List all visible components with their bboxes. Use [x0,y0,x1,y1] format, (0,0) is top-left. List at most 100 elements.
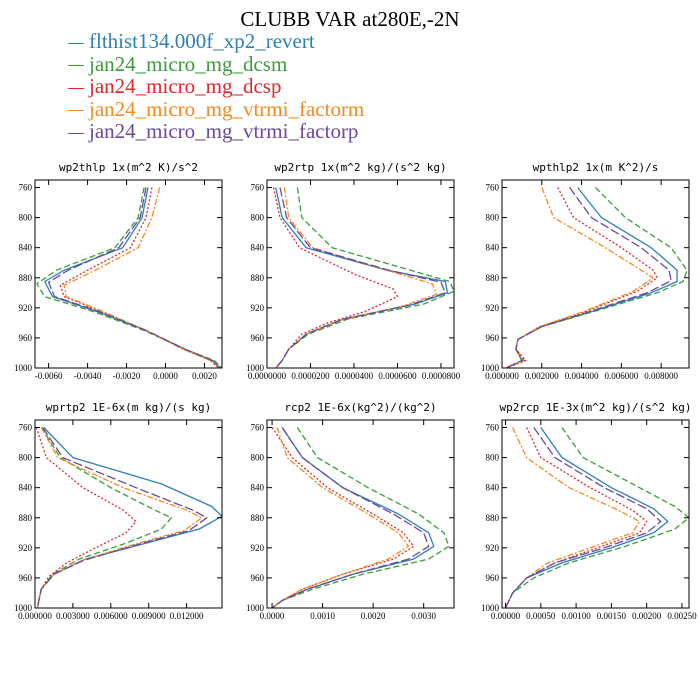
y-tick-label: 840 [19,483,33,493]
panel-title: wp2thlp 1x(m^2 K)/s^2 [59,161,198,174]
figure-title: CLUBB VAR at280E,-2N [240,7,460,31]
y-tick-label: 880 [19,273,33,283]
y-tick-label: 760 [486,183,500,193]
legend-label: flthist134.000f_xp2_revert [89,29,315,53]
y-tick-label: 880 [19,513,33,523]
y-tick-label: 760 [19,423,33,433]
panel-2: wp2rtp 1x(m^2 kg)/(s^2 kg) 760 800 840 880 92… [246,161,461,381]
y-tick-label: 840 [486,483,500,493]
x-tick-label: -0.0020 [113,371,141,381]
series-line-4 [504,427,641,608]
series-line-1 [44,187,221,368]
legend-swatch [68,87,84,89]
plot-frame [501,419,690,609]
series-line-5 [505,187,672,368]
series-line-2 [36,427,173,608]
y-tick-label: 760 [251,183,265,193]
y-tick-label: 920 [19,543,33,553]
series-line-2 [505,187,688,368]
series-line-1 [36,427,222,608]
y-tick-label: 960 [19,333,33,343]
y-tick-label: 840 [19,243,33,253]
panel-5: rcp2 1E-6x(kg^2)/(kg^2) 760 800 840 880 920 96… [246,401,455,621]
x-tick-label: 0.00100 [561,611,591,621]
y-tick-label: 1000 [481,363,500,373]
x-tick-label: 0.008000 [644,371,678,381]
series-line-5 [36,427,208,608]
x-tick-label: 0.0000000 [248,371,287,381]
panel-1: wp2thlp 1x(m^2 K)/s^2 760 800 840 880 920 960 1… [14,161,223,381]
series-line-5 [47,187,221,368]
series-line-5 [271,427,430,608]
series-line-3 [504,427,648,608]
legend-swatch [68,42,84,44]
series-line-2 [271,427,450,608]
x-tick-label: 0.00250 [667,611,697,621]
series-line-4 [275,187,438,368]
x-tick-label: 0.0000400 [335,371,374,381]
x-tick-label: 0.0030 [411,611,436,621]
x-tick-label: 0.000000 [485,371,519,381]
y-tick-label: 1000 [246,603,265,613]
y-tick-label: 960 [486,573,500,583]
series-line-2 [275,187,454,368]
legend: flthist134.000f_xp2_revert jan24_micro_m… [68,30,364,143]
series-line-3 [59,187,219,368]
x-tick-label: 0.006000 [604,371,638,381]
x-tick-label: 0.0000600 [378,371,417,381]
y-tick-label: 840 [251,243,265,253]
legend-label: jan24_micro_mg_dcsp [89,74,282,98]
x-tick-label: 0.00200 [632,611,662,621]
legend-item-vtrmi-factorp: jan24_micro_mg_vtrmi_factorp [68,120,364,143]
y-tick-label: 920 [251,543,265,553]
panel-3: wpthlp2 1x(m K^2)/s 760 800 840 880 920 960 100… [481,161,690,381]
y-tick-label: 880 [486,273,500,283]
y-tick-label: 800 [19,213,33,223]
series-line-2 [36,187,222,368]
legend-swatch [68,65,84,67]
plot-frame [266,419,455,609]
series-line-4 [505,187,654,368]
series-line-3 [505,187,658,368]
series-line-1 [504,427,669,608]
y-tick-label: 920 [486,303,500,313]
series-line-3 [271,427,415,608]
y-tick-label: 880 [486,513,500,523]
series-line-4 [36,427,203,608]
y-tick-label: 960 [251,333,265,343]
panel-title: wp2rcp 1E-3x(m^2 kg)/(s^2 kg) [499,401,691,414]
x-tick-label: 0.002000 [525,371,559,381]
y-tick-label: 800 [486,453,500,463]
x-tick-label: 0.00150 [597,611,627,621]
series-line-5 [275,187,446,368]
y-tick-label: 800 [251,453,265,463]
y-tick-label: 920 [19,303,33,313]
plot-frame [34,419,223,609]
x-tick-label: 0.00000 [491,611,521,621]
x-tick-label: 0.006000 [94,611,128,621]
panel-title: wpthlp2 1x(m K^2)/s [533,161,659,174]
series-line-3 [35,427,137,608]
series-line-3 [272,187,399,368]
y-tick-label: 1000 [481,603,500,613]
panel-title: wp2rtp 1x(m^2 kg)/(s^2 kg) [274,161,446,174]
series-line-5 [504,427,662,608]
x-tick-label: 0.00050 [526,611,556,621]
legend-item-dcsp: jan24_micro_mg_dcsp [68,75,364,98]
y-tick-label: 960 [251,573,265,583]
y-tick-label: 760 [486,423,500,433]
x-tick-label: 0.0000800 [422,371,461,381]
y-tick-label: 760 [251,423,265,433]
x-tick-label: 0.012000 [170,611,204,621]
series-line-4 [271,427,410,608]
series-line-2 [504,427,689,608]
x-tick-label: 0.0000200 [291,371,330,381]
y-tick-label: 880 [251,513,265,523]
y-tick-label: 880 [251,273,265,283]
y-tick-label: 760 [19,183,33,193]
series-line-4 [63,187,219,368]
legend-label: jan24_micro_mg_vtrmi_factorm [89,96,365,121]
x-tick-label: 0.0020 [361,611,386,621]
legend-label: jan24_micro_mg_vtrmi_factorp [89,119,359,143]
